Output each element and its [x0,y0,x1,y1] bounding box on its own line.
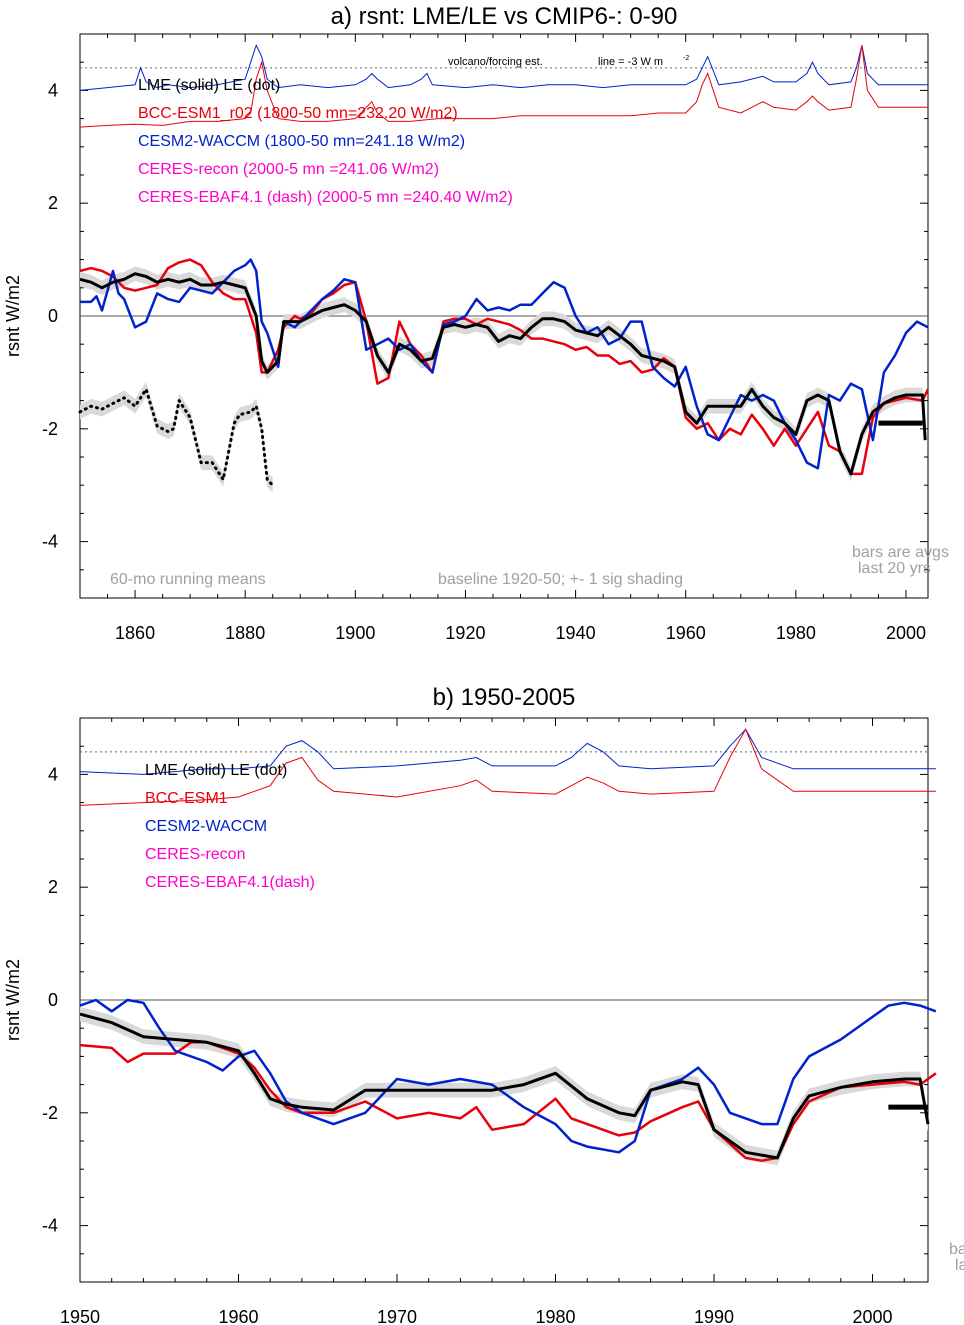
uncertainty-shading [80,1006,928,1166]
running-mean-note: 60-mo running means [110,571,266,588]
bars-note-2: la [955,1257,964,1274]
bars-note-2: last 20 yrs [858,560,931,577]
y-tick-label: -4 [42,1216,58,1236]
volcano-forcing-line-1 [79,45,928,128]
volcano-annotation: volcano/forcing est. [448,56,543,68]
uncertainty-shading [80,266,926,482]
legend-entry: CERES-recon [145,846,245,863]
bars-note-1: bars are avgs [852,544,949,561]
y-tick-label: 2 [48,193,58,213]
y-tick-label: 0 [48,990,58,1010]
uncertainty-shading [80,382,273,493]
chart-title: a) rsnt: LME/LE vs CMIP6-: 0-90 [331,3,678,30]
x-tick-label: 1920 [445,623,485,643]
legend-entry: BCC-ESM1 [145,790,228,807]
y-axis-label: rsnt W/m2 [3,275,23,357]
panel-b: b) 1950-2005 -4 -2 0 2 4 1950 1960 1970 1980 1990 2… [3,684,964,1325]
series-line-3 [78,387,275,487]
x-tick-label: 1950 [60,1307,100,1325]
legend-entry: LME (solid) LE (dot) [145,762,287,779]
legend-entry: CESM2-WACCM [145,818,267,835]
legend-entry: CERES-EBAF4.1 (dash) (2000-5 mn =240.40 … [138,189,513,206]
volcano-forcing-line-1 [79,728,936,806]
x-tick-label: 1860 [115,623,155,643]
x-tick-label: 1970 [377,1307,417,1325]
legend-entry: CERES-recon (2000-5 mn =241.06 W/m2) [138,161,439,178]
y-tick-label: -2 [42,419,58,439]
panel-a: a) rsnt: LME/LE vs CMIP6-: 0-90 -4 -2 0 2 4 18… [3,3,949,643]
legend-entry: CERES-EBAF4.1(dash) [145,874,315,891]
y-tick-label: 2 [48,877,58,897]
x-tick-label: 1980 [535,1307,575,1325]
legend-entry: BCC-ESM1_r02 (1800-50 mn=232.20 W/m2) [138,105,458,122]
legend-entry: LME (solid) LE (dot) [138,77,280,94]
bars-note-1: ba [949,1241,964,1258]
series-line-0 [79,1012,930,1160]
series-line-1 [79,258,930,476]
x-tick-label: 1900 [335,623,375,643]
y-tick-label: -2 [42,1103,58,1123]
volcano-forcing-line-0 [79,728,936,775]
series-line-2 [79,998,937,1154]
x-tick-label: 1960 [666,623,706,643]
x-tick-label: 2000 [852,1307,892,1325]
y-axis-label: rsnt W/m2 [3,959,23,1041]
x-tick-label: 1940 [556,623,596,643]
y-tick-label: -4 [42,532,58,552]
chart-title: b) 1950-2005 [433,684,576,711]
series-line-0 [79,272,927,476]
y-tick-label: 4 [48,80,58,100]
y-tick-label: 0 [48,306,58,326]
legend-entry: CESM2-WACCM (1800-50 mn=241.18 W/m2) [138,133,465,150]
x-tick-label: 2000 [886,623,926,643]
y-tick-label: 4 [48,764,58,784]
series-line-2 [80,258,929,470]
x-tick-label: 1980 [776,623,816,643]
volcano-forcing-line-0 [79,43,928,91]
x-tick-label: 1960 [218,1307,258,1325]
line-annotation-exponent: -2 [683,55,689,62]
line-annotation: line = -3 W m [598,56,663,68]
baseline-note: baseline 1920-50; +- 1 sig shading [438,571,683,588]
x-tick-label: 1990 [694,1307,734,1325]
x-tick-label: 1880 [225,623,265,643]
